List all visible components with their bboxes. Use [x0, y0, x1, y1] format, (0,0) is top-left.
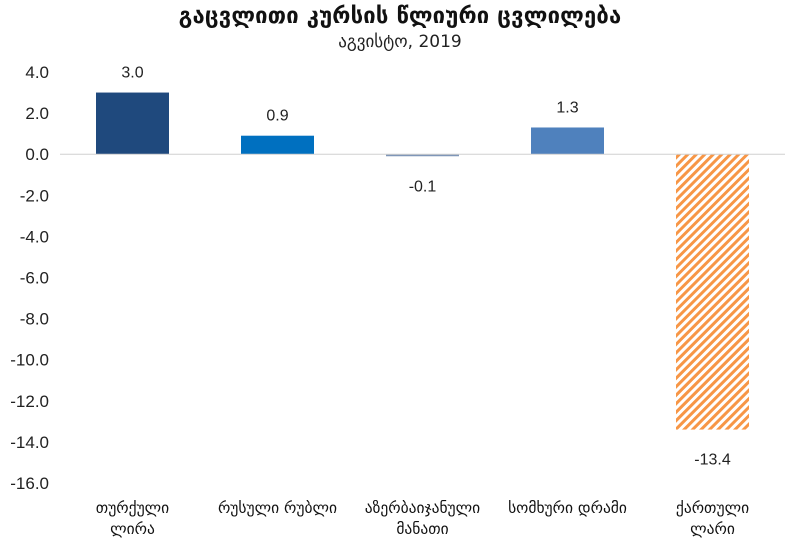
bar — [676, 154, 749, 430]
y-tick-label: 0.0 — [25, 145, 49, 164]
data-label: -13.4 — [694, 452, 731, 469]
category-label: მანათი — [396, 520, 448, 538]
y-tick-label: -4.0 — [20, 227, 49, 246]
bar — [96, 92, 169, 155]
y-tick-label: -14.0 — [10, 433, 49, 452]
y-tick-label: 4.0 — [25, 63, 49, 82]
y-tick-label: 2.0 — [25, 104, 49, 123]
chart-subtitle: აგვისტო, 2019 — [338, 32, 462, 52]
y-tick-label: -12.0 — [10, 392, 49, 411]
x-axis: თურქული ლირა რუსული რუბლი აზერბაიჯანული მანა… — [96, 499, 749, 538]
data-label: 0.9 — [266, 108, 288, 125]
category-label: ქართული — [676, 499, 749, 517]
category-label: თურქული — [96, 499, 169, 517]
chart-title: გაცვლითი კურსის წლიური ცვლილება — [178, 4, 622, 29]
y-axis: 4.0 2.0 0.0 -2.0 -4.0 -6.0 -8.0 -10.0 -12.0 -14.0… — [10, 63, 49, 493]
category-label: რუსული რუბლი — [218, 499, 337, 517]
bar — [241, 135, 314, 155]
category-label: სომხური დრამი — [508, 499, 627, 517]
category-label: ლარი — [690, 520, 735, 538]
data-label: 1.3 — [556, 99, 578, 116]
data-label: 3.0 — [121, 65, 143, 82]
category-label: ლირა — [110, 520, 155, 538]
category-label: აზერბაიჯანული — [365, 499, 480, 517]
data-labels: 3.0 0.9 -0.1 1.3 -13.4 — [121, 65, 730, 469]
bar — [386, 154, 459, 157]
bar — [531, 127, 604, 155]
bars — [96, 92, 749, 430]
data-label: -0.1 — [409, 178, 437, 195]
y-tick-label: -8.0 — [20, 310, 49, 329]
y-tick-label: -10.0 — [10, 351, 49, 370]
y-tick-label: -6.0 — [20, 269, 49, 288]
y-tick-label: -2.0 — [20, 186, 49, 205]
y-tick-label: -16.0 — [10, 474, 49, 493]
